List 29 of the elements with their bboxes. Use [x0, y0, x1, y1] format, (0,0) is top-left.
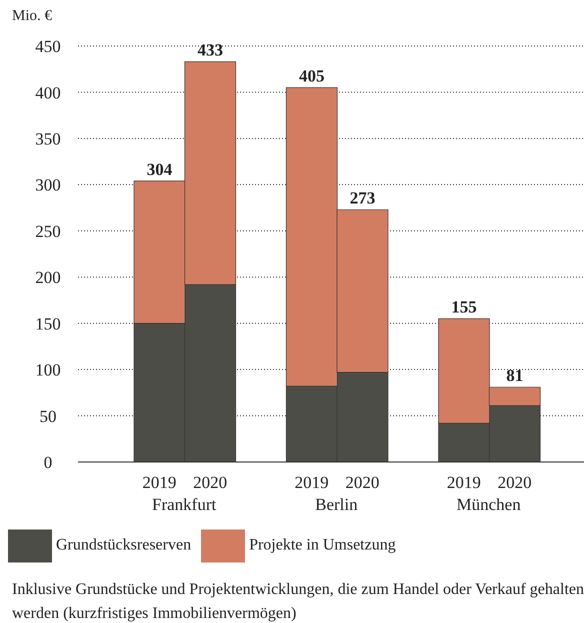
total-label: 155	[451, 298, 477, 317]
x-tick-label: 2020	[498, 473, 532, 492]
text: München	[456, 495, 522, 514]
y-axis-title: Mio. €	[12, 8, 52, 25]
y-tick-label: 50	[40, 406, 56, 426]
y-tick-label: 400	[35, 83, 61, 102]
y-tick-label: 0	[44, 453, 52, 472]
x-tick-label: 2019	[294, 473, 329, 492]
total-label: 405	[299, 66, 324, 86]
x-tick-label: 2019	[142, 473, 176, 492]
total-label: 273	[350, 188, 376, 208]
y-tick-label: 350	[35, 129, 61, 148]
legend-label: Projekte in Umsetzung	[249, 536, 396, 554]
y-tick-label: 250	[35, 222, 61, 241]
y-tick-label: 150	[35, 314, 61, 334]
total-label: 81	[506, 366, 524, 386]
text: Berlin	[315, 495, 358, 514]
text: Inklusive Grundstücke und Projektentwicklungen, die zum Handel oder Verkauf gehalten werden (kurzfristiges Immobilienvermögen)	[11, 580, 584, 623]
x-tick-label: 2020	[345, 473, 380, 492]
y-tick-label: 300	[35, 176, 61, 195]
y-tick-label: 100	[35, 360, 61, 380]
total-label: 304	[146, 160, 173, 179]
total-label: 433	[198, 40, 223, 60]
x-tick-label: 2020	[193, 473, 228, 492]
text: Frankfurt	[152, 495, 216, 514]
y-tick-label: 200	[35, 268, 61, 288]
y-tick-label: 450	[35, 37, 61, 56]
legend-label: Grundstücksreserven	[56, 536, 192, 554]
x-tick-label: 2019	[446, 473, 481, 492]
